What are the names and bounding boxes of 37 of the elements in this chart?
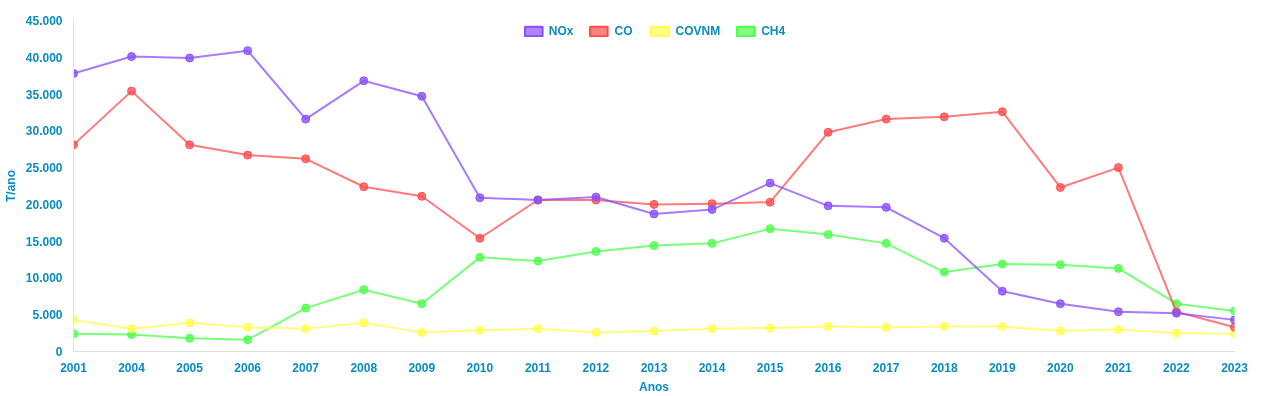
x-tick-label: 2004 <box>118 360 146 375</box>
x-tick-label: 2001 <box>60 360 88 375</box>
x-tick-label: 2019 <box>988 360 1016 375</box>
y-tick-label: 15.000 <box>25 234 63 249</box>
legend-label: COVNM <box>675 24 721 38</box>
y-tick-label: 0 <box>55 345 63 359</box>
legend-label: NOx <box>548 24 574 38</box>
x-tick-label: 2012 <box>582 360 610 375</box>
y-tick-label: 30.000 <box>25 124 63 139</box>
x-tick-label: 2020 <box>1047 360 1075 375</box>
x-tick-label: 2008 <box>350 360 378 375</box>
x-tick-label: 2011 <box>524 360 552 375</box>
y-tick-label: 40.000 <box>25 50 63 65</box>
y-axis-title: T/ano <box>3 170 18 202</box>
y-tick-label: 10.000 <box>25 271 63 286</box>
x-tick-label: 2017 <box>872 360 900 375</box>
y-tick-label: 5.000 <box>32 308 63 323</box>
x-tick-label: 2010 <box>466 360 494 375</box>
x-tick-label: 2005 <box>176 360 204 375</box>
x-tick-label: 2018 <box>930 360 958 375</box>
x-tick-label: 2013 <box>640 360 668 375</box>
y-tick-label: 45.000 <box>25 14 63 28</box>
x-tick-label: 2014 <box>698 360 726 375</box>
x-tick-label: 2016 <box>814 360 842 375</box>
y-tick-label: 25.000 <box>25 161 63 176</box>
x-tick-label: 2021 <box>1105 360 1133 375</box>
legend-label: CO <box>614 24 634 38</box>
x-tick-label: 2007 <box>292 360 320 375</box>
x-tick-label: 2022 <box>1163 360 1191 375</box>
y-tick-label: 35.000 <box>25 87 63 102</box>
x-tick-label: 2015 <box>756 360 784 375</box>
x-tick-label: 2006 <box>234 360 262 375</box>
x-axis-title: Anos <box>639 379 670 394</box>
y-tick-label: 20.000 <box>25 197 63 212</box>
x-tick-label: 2009 <box>408 360 436 375</box>
legend-label: CH4 <box>761 24 786 38</box>
x-tick-label: 2023 <box>1221 360 1249 375</box>
